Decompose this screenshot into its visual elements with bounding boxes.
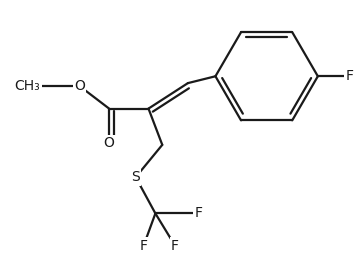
Text: S: S — [131, 170, 140, 184]
Text: CH₃: CH₃ — [14, 79, 40, 93]
Text: F: F — [345, 69, 354, 83]
Text: F: F — [195, 207, 203, 221]
Text: F: F — [140, 239, 148, 253]
Text: O: O — [104, 136, 114, 150]
Text: O: O — [74, 79, 85, 93]
Text: F: F — [171, 239, 179, 253]
